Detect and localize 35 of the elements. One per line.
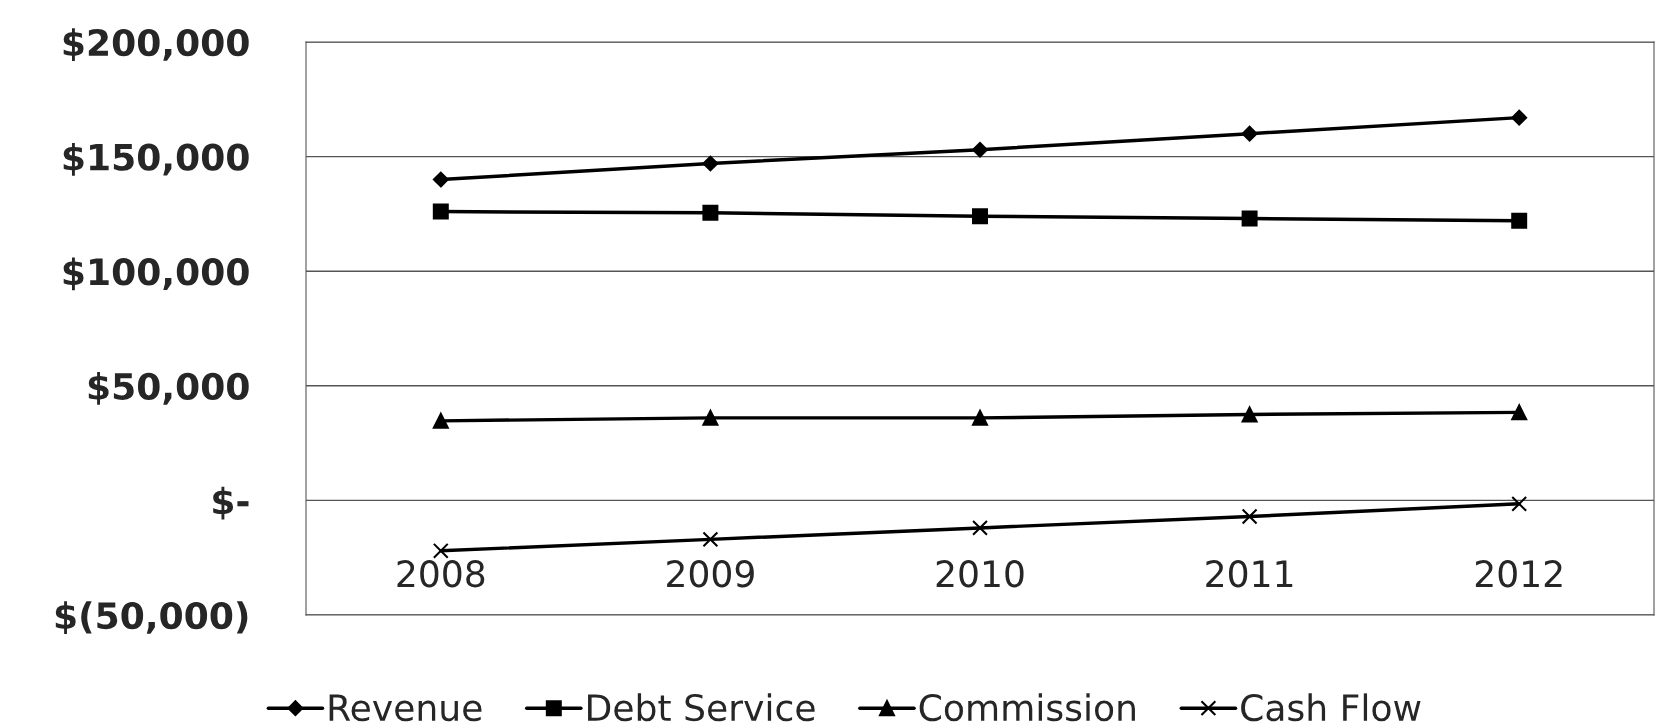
point bbox=[1241, 406, 1258, 423]
point bbox=[972, 519, 988, 536]
point bbox=[432, 171, 449, 188]
x-tick-label: 2009 bbox=[667, 560, 754, 588]
legend-label: Cash Flow bbox=[1241, 693, 1421, 722]
y-tick-label: $50,000 bbox=[88, 372, 249, 405]
legend-label: Debt Service bbox=[588, 693, 815, 722]
point bbox=[432, 542, 449, 559]
point bbox=[702, 531, 719, 548]
x-tick-label: 2008 bbox=[397, 560, 485, 588]
point bbox=[1511, 109, 1528, 126]
point bbox=[1241, 508, 1258, 525]
legend-label: Commission bbox=[919, 693, 1135, 722]
point bbox=[432, 203, 449, 220]
point bbox=[432, 412, 449, 429]
point bbox=[702, 204, 719, 221]
y-tick-label: $- bbox=[213, 486, 249, 520]
x-tick-label: 2011 bbox=[1206, 560, 1293, 588]
legend-label: Revenue bbox=[329, 694, 482, 722]
point bbox=[702, 155, 719, 172]
point bbox=[972, 141, 988, 158]
y-tick-label: $100,000 bbox=[63, 257, 249, 291]
point bbox=[1241, 210, 1258, 227]
point bbox=[1511, 495, 1528, 512]
x-tick-label: 2010 bbox=[936, 560, 1024, 588]
point bbox=[702, 409, 719, 426]
point bbox=[1241, 125, 1258, 142]
point bbox=[1511, 212, 1528, 229]
point bbox=[972, 208, 988, 225]
y-tick-label: $200,000 bbox=[63, 28, 249, 62]
point bbox=[1511, 404, 1528, 421]
y-tick-label: $150,000 bbox=[63, 142, 249, 176]
y-tick-label: $(50,000) bbox=[55, 601, 248, 635]
x-tick-label: 2012 bbox=[1475, 560, 1562, 588]
point bbox=[972, 409, 988, 426]
